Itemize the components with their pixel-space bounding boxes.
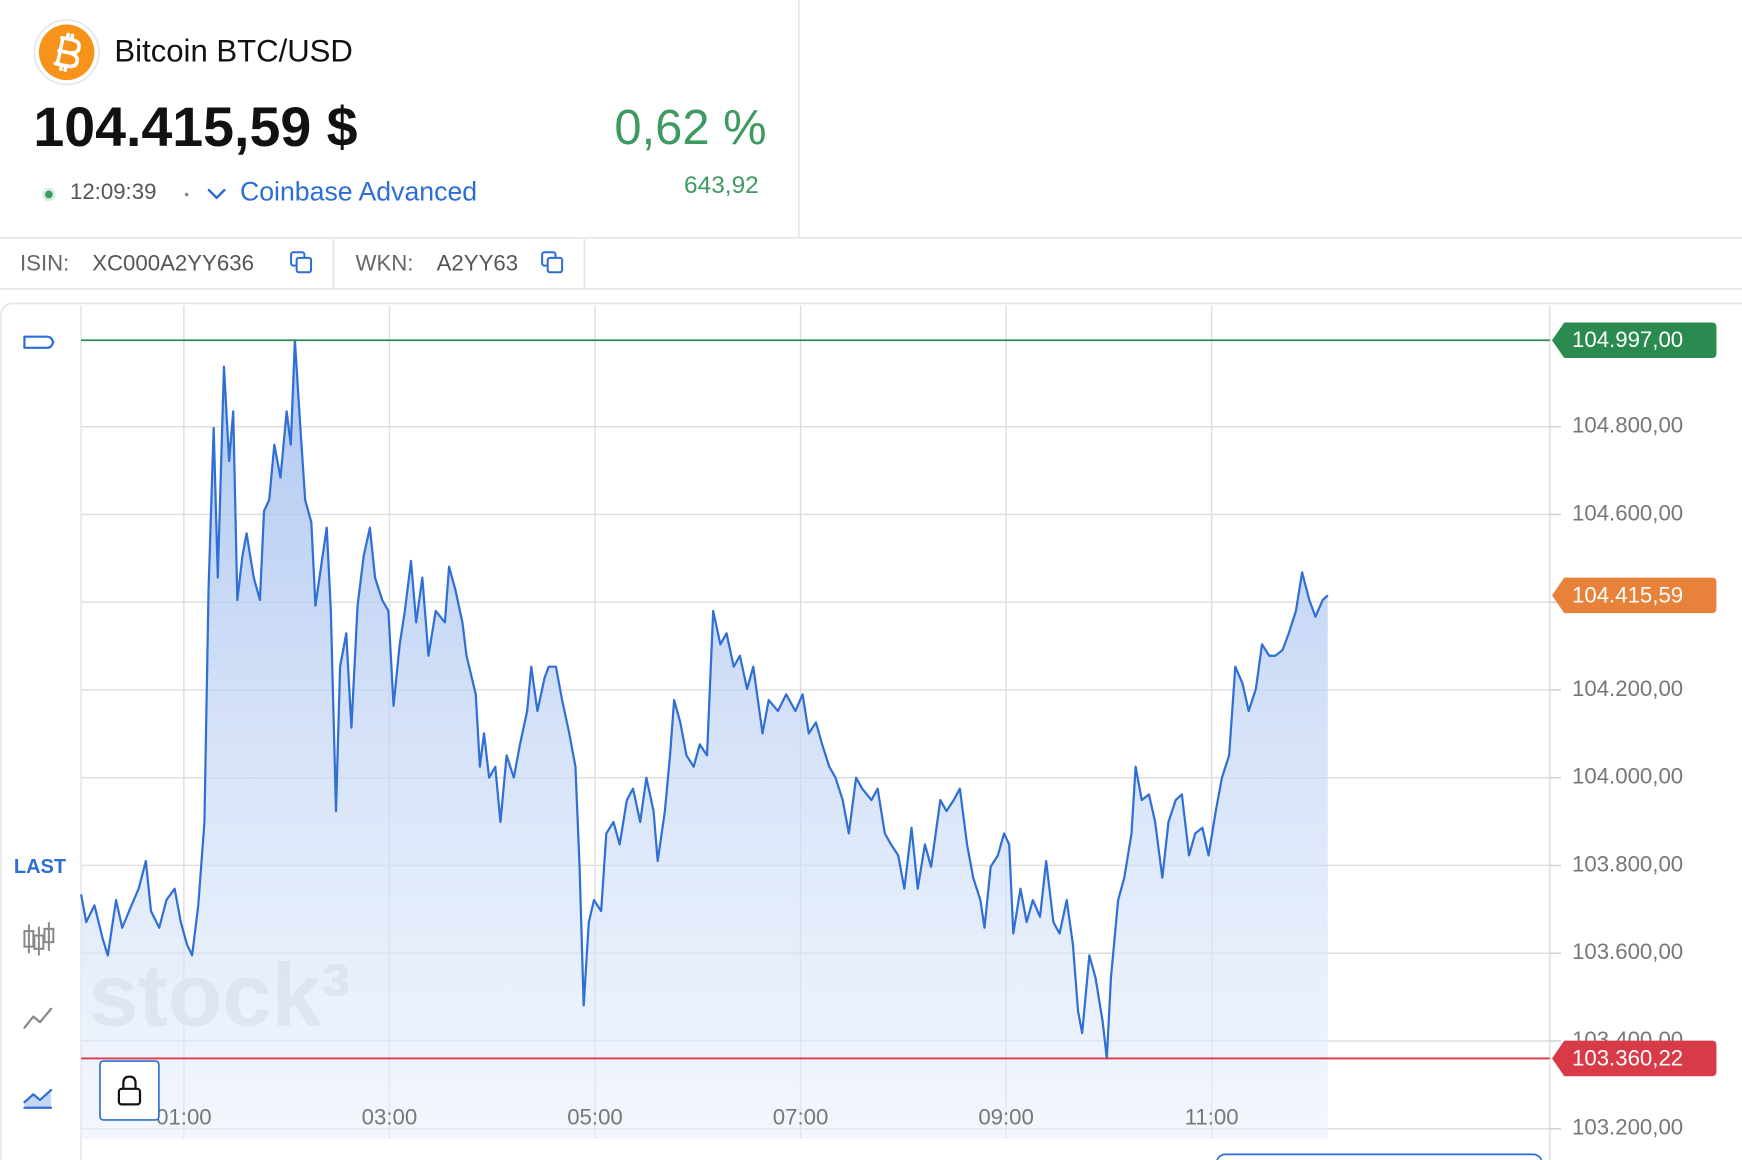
price-badge-label: 104.997,00: [1572, 327, 1683, 352]
y-tick-label: 104.600,00: [1572, 500, 1683, 525]
copy-icon-front: [295, 256, 313, 274]
area-icon-line: [23, 1088, 53, 1109]
isin-label: ISIN:: [20, 250, 69, 275]
x-tick-label: 09:00: [978, 1105, 1034, 1130]
x-tick-label: 05:00: [567, 1105, 623, 1130]
bottom-control[interactable]: [1216, 1153, 1543, 1160]
copy-icon-front: [546, 256, 564, 274]
lock-button-frame: [99, 1060, 160, 1121]
copy-wkn[interactable]: [541, 251, 564, 274]
change-percent: 0,62 %: [614, 101, 766, 155]
x-tick-label: 03:00: [362, 1105, 418, 1130]
quote-time: 12:09:39: [70, 179, 156, 204]
plot: stock³103.200,00103.400,00103.600,00103.…: [80, 305, 1717, 1160]
x-tick-label: 07:00: [773, 1105, 829, 1130]
asset-name: Bitcoin BTC/USD: [114, 34, 352, 69]
change-absolute: 643,92: [684, 172, 759, 199]
candle: [23, 930, 35, 948]
chart-toolbar: LAST: [14, 335, 66, 1109]
candle: [33, 934, 45, 950]
isin-value: XC000A2YY636: [92, 250, 254, 275]
coin-glyph: [53, 32, 81, 72]
area-tool[interactable]: [23, 1088, 53, 1109]
exchange-chevron[interactable]: [207, 188, 226, 200]
x-tick-label: 01:00: [156, 1105, 212, 1130]
lock-shackle: [122, 1075, 137, 1089]
price: 104.415,59 $: [33, 96, 357, 158]
price-badge: [1552, 322, 1717, 359]
lock-body: [117, 1087, 142, 1106]
price-badge-label: 103.360,22: [1572, 1045, 1683, 1070]
area-fill: [81, 340, 1328, 1139]
price-badge: [1552, 1040, 1717, 1077]
price-line: [80, 339, 1329, 1060]
price-tag-tool[interactable]: [23, 335, 55, 349]
candlestick-tool[interactable]: [23, 922, 55, 956]
last-toggle[interactable]: LAST: [14, 856, 66, 878]
copy-isin[interactable]: [290, 251, 313, 274]
lock-button[interactable]: [99, 1060, 160, 1121]
separator-dot: [184, 192, 189, 197]
y-tick-label: 103.600,00: [1572, 939, 1683, 964]
y-tick-label: 103.800,00: [1572, 851, 1683, 876]
header: Bitcoin BTC/USD 104.415,59 $ 0,62 % 643,…: [0, 0, 1742, 239]
status-dot: [44, 190, 53, 199]
candle: [43, 927, 55, 944]
line-tool[interactable]: [23, 1007, 53, 1029]
exchange-selector[interactable]: Coinbase Advanced: [240, 176, 477, 206]
y-tick-label: 104.000,00: [1572, 764, 1683, 789]
wkn-value: A2YY63: [437, 250, 518, 275]
price-badge: [1552, 577, 1717, 614]
price-badge-label: 104.415,59: [1572, 582, 1683, 607]
wkn-label: WKN:: [356, 250, 414, 275]
y-tick-label: 104.800,00: [1572, 413, 1683, 438]
y-tick-label: 104.200,00: [1572, 676, 1683, 701]
identifiers-row: ISIN: XC000A2YY636 WKN: A2YY63: [0, 238, 1742, 290]
x-tick-label: 11:00: [1185, 1105, 1239, 1130]
y-tick-label: 103.200,00: [1572, 1115, 1683, 1140]
